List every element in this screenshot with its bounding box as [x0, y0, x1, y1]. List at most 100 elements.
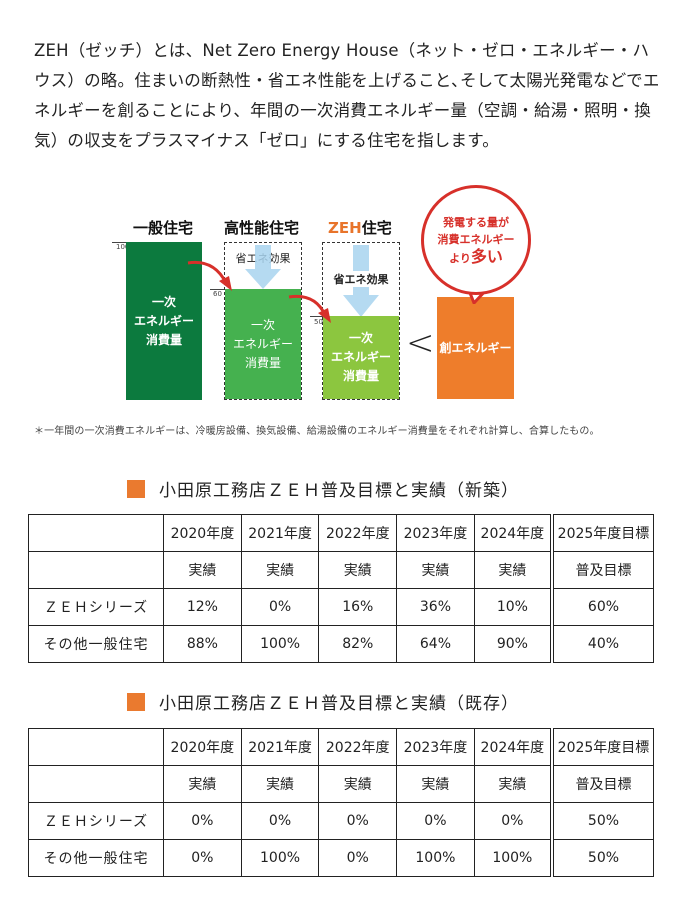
intro-text: ZEH（ゼッチ）とは、Net Zero Energy House（ネット・ゼロ・…: [34, 41, 660, 150]
header-year: 2020年度: [163, 514, 242, 552]
bubble-line-2: 消費エネルギー: [437, 232, 515, 246]
header-kind: 実績: [318, 765, 398, 803]
table-row: ＺＥＨシリーズ 0% 0% 0% 0% 0% 50%: [27, 802, 654, 840]
table-corner: [27, 514, 165, 552]
table-cell: 0%: [318, 802, 398, 840]
bar-high-consumption: 一次 エネルギー 消費量: [225, 289, 301, 399]
table-cell-target: 50%: [549, 802, 654, 840]
header-kind-target: 普及目標: [549, 551, 654, 589]
header-kind: 実績: [240, 765, 320, 803]
header-year: 2023年度: [396, 514, 475, 552]
table-cell-target: 40%: [549, 625, 654, 663]
table-row: その他一般住宅 88% 100% 82% 64% 90% 40%: [27, 625, 654, 663]
table-row-kinds: 実績 実績 実績 実績 実績 普及目標: [27, 551, 654, 589]
table-cell: 0%: [318, 839, 398, 877]
table-cell: 0%: [473, 802, 553, 840]
section-title-new: 小田原工務店ＺＥＨ普及目標と実績（新築）: [127, 476, 519, 501]
bar-general-consumption: 一次 エネルギー 消費量: [126, 242, 202, 400]
header-kind: 実績: [396, 551, 475, 589]
table-cell: 0%: [240, 588, 320, 626]
curved-arrow-icon-2: [288, 294, 331, 323]
table-row-kinds: 実績 実績 実績 実績 実績 普及目標: [27, 765, 654, 803]
label-high-performance-house: 高性能住宅: [224, 219, 300, 237]
table-row: ＺＥＨシリーズ 12% 0% 16% 36% 10% 60%: [27, 588, 654, 626]
table-cell-target: 60%: [549, 588, 654, 626]
table-cell: 64%: [396, 625, 475, 663]
table-cell: 10%: [473, 588, 553, 626]
table-row: その他一般住宅 0% 100% 0% 100% 100% 50%: [27, 839, 654, 877]
bar-zeh-consumption: 一次 エネルギー 消費量: [323, 316, 399, 399]
down-arrow-icon-high: [245, 245, 281, 289]
header-year: 2020年度: [163, 728, 242, 766]
table-cell: 100%: [240, 625, 320, 663]
orange-square-icon: [127, 479, 145, 498]
header-year: 2023年度: [396, 728, 475, 766]
header-year: 2022年度: [318, 728, 398, 766]
header-kind: 実績: [318, 551, 398, 589]
header-kind-target: 普及目標: [549, 765, 654, 803]
table-corner: [27, 728, 165, 766]
section-title-existing-text: 小田原工務店ＺＥＨ普及目標と実績（既存）: [159, 694, 519, 714]
label-zeh-suffix: 住宅: [361, 219, 392, 237]
bar-created-energy: 創エネルギー: [437, 297, 514, 399]
tick-line-100: [112, 242, 126, 243]
header-kind: 実績: [473, 765, 553, 803]
comparison-less-than: <: [406, 323, 435, 363]
table-cell: 36%: [396, 588, 475, 626]
table-cell: 12%: [163, 588, 242, 626]
speech-bubble: 発電する量が 消費エネルギー より多い: [421, 185, 531, 295]
header-year: 2021年度: [240, 728, 320, 766]
label-zeh-prefix: ZEH: [328, 219, 362, 237]
tick-100: 100: [116, 243, 130, 251]
table-row-years: 2020年度 2021年度 2022年度 2023年度 2024年度 2025年…: [27, 514, 654, 552]
section-title-existing: 小田原工務店ＺＥＨ普及目標と実績（既存）: [127, 689, 519, 714]
bubble-line-3a: より: [449, 251, 471, 265]
header-year: 2024年度: [473, 514, 553, 552]
row-label: ＺＥＨシリーズ: [27, 588, 165, 626]
header-year: 2024年度: [473, 728, 553, 766]
table-empty-cell: [27, 551, 165, 589]
table-cell: 100%: [396, 839, 475, 877]
table-cell: 16%: [318, 588, 398, 626]
table-cell-target: 50%: [549, 839, 654, 877]
footnote: ＊一年間の一次消費エネルギーは、冷暖房設備、換気設備、給湯設備のエネルギー消費量…: [34, 426, 600, 437]
table-new-construction: 2020年度 2021年度 2022年度 2023年度 2024年度 2025年…: [27, 514, 654, 663]
label-zeh-house: ZEH住宅: [328, 217, 392, 238]
table-cell: 0%: [163, 802, 242, 840]
row-label: その他一般住宅: [27, 839, 165, 877]
tick-line-60: [210, 289, 224, 290]
dashed-frame-high: [224, 242, 302, 400]
table-empty-cell: [27, 765, 165, 803]
zeh-diagram: 一般住宅 高性能住宅 ZEH住宅 100 60 50 一次 エネルギー 消費量 …: [0, 205, 686, 420]
header-year: 2022年度: [318, 514, 398, 552]
tick-line-50: [310, 316, 324, 317]
header-kind: 実績: [473, 551, 553, 589]
orange-square-icon: [127, 692, 145, 711]
header-kind: 実績: [240, 551, 320, 589]
bubble-line-1: 発電する量が: [443, 215, 509, 229]
row-label: ＺＥＨシリーズ: [27, 802, 165, 840]
header-kind: 実績: [163, 765, 242, 803]
label-general-house: 一般住宅: [133, 219, 194, 237]
effect-label-zeh: 省エネ効果: [329, 271, 393, 287]
header-year: 2021年度: [240, 514, 320, 552]
header-kind: 実績: [163, 551, 242, 589]
table-cell: 100%: [473, 839, 553, 877]
tick-50: 50: [314, 318, 323, 326]
table-row-years: 2020年度 2021年度 2022年度 2023年度 2024年度 2025年…: [27, 728, 654, 766]
header-year-target: 2025年度目標: [549, 728, 654, 766]
table-existing: 2020年度 2021年度 2022年度 2023年度 2024年度 2025年…: [27, 728, 654, 877]
table-cell: 0%: [163, 839, 242, 877]
header-year-target: 2025年度目標: [549, 514, 654, 552]
bubble-line-3: より多い: [449, 248, 503, 267]
table-cell: 82%: [318, 625, 398, 663]
row-label: その他一般住宅: [27, 625, 165, 663]
curved-arrow-icon-1: [187, 260, 232, 291]
dashed-frame-zeh: [322, 242, 400, 400]
header-kind: 実績: [396, 765, 475, 803]
table-cell: 90%: [473, 625, 553, 663]
bubble-line-3b: 多い: [470, 246, 503, 266]
table-cell: 100%: [240, 839, 320, 877]
table-cell: 88%: [163, 625, 242, 663]
table-cell: 0%: [240, 802, 320, 840]
